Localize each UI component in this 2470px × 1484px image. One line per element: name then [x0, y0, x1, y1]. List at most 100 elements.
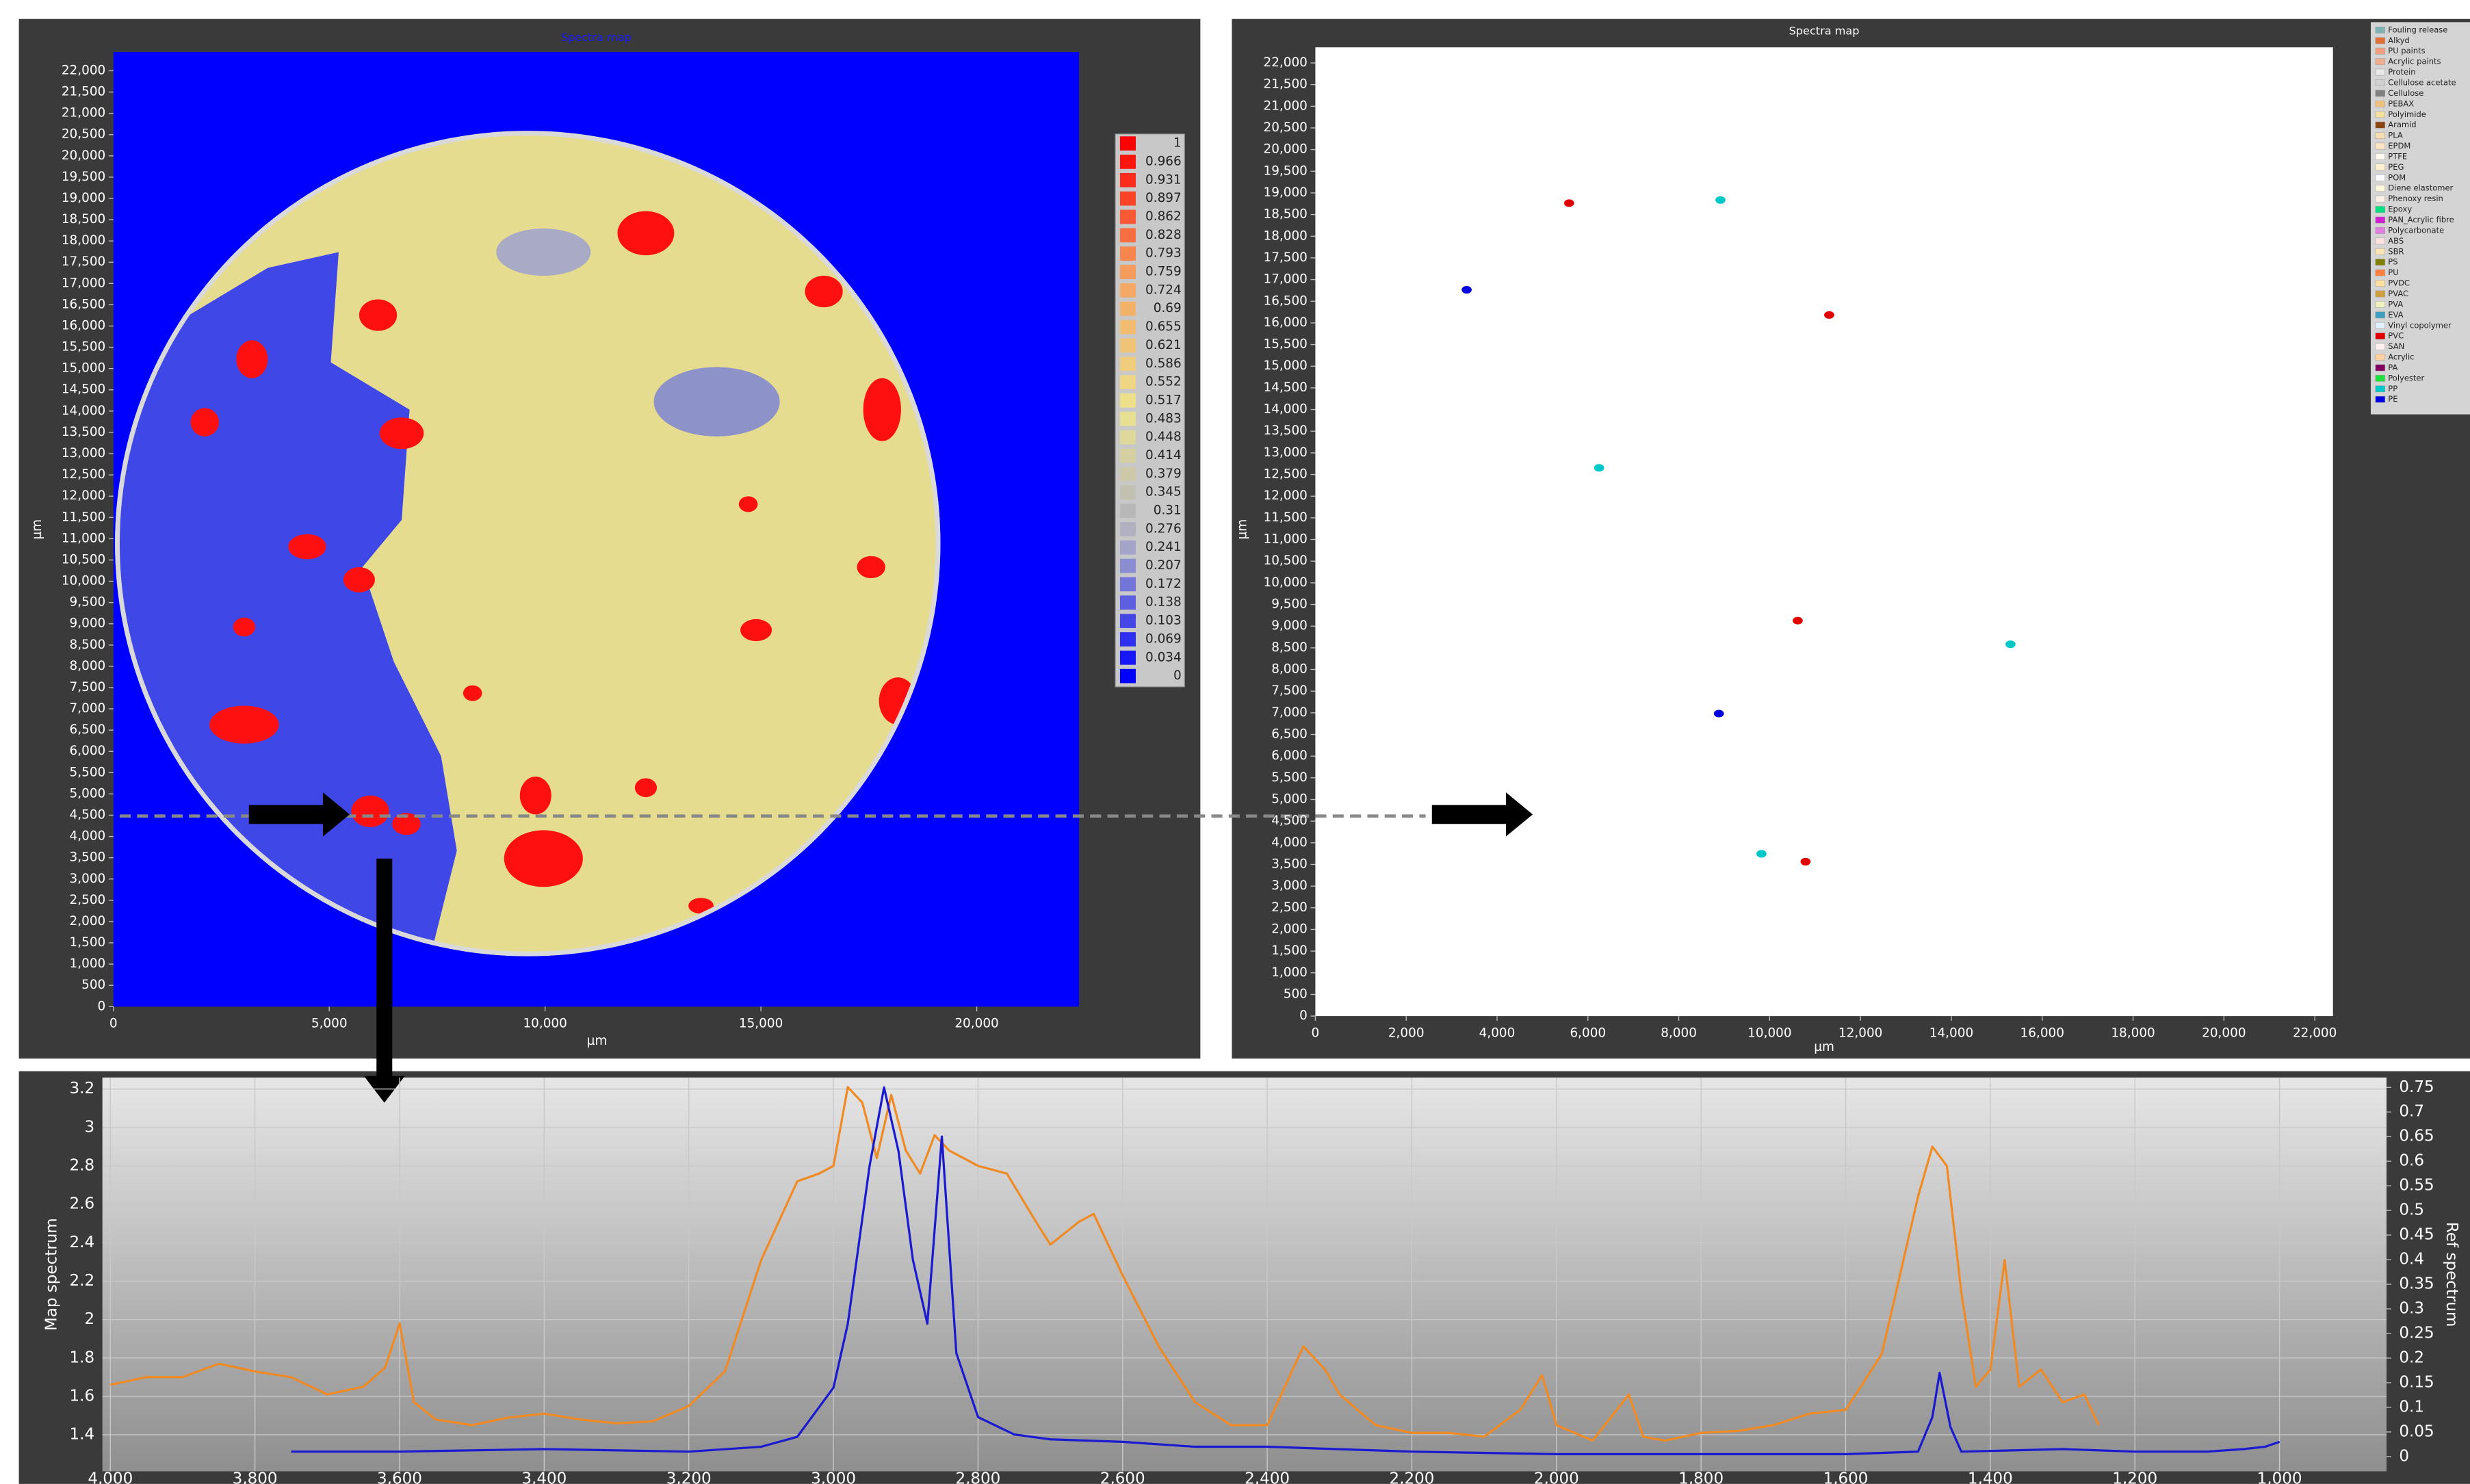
legend-label: Polyimide [2388, 109, 2426, 119]
legend-swatch [2376, 143, 2385, 149]
colorbar-label: 0.759 [1145, 265, 1182, 279]
y-tick-label: 1,500 [1271, 943, 1308, 958]
y-tick-label: 20,000 [62, 148, 105, 163]
x-tick-label: 1,200 [2112, 1470, 2157, 1484]
x-axis-label: µm [1814, 1040, 1834, 1054]
legend-swatch [2376, 301, 2385, 307]
y-tick-label: 19,500 [1263, 164, 1307, 178]
colorbar-swatch [1120, 651, 1136, 665]
x-tick-label: 0 [1312, 1026, 1320, 1040]
y-tick-label: 17,500 [62, 255, 105, 269]
legend-swatch [2376, 206, 2385, 212]
x-tick-label: 12,000 [1838, 1026, 1882, 1040]
y-tick-label: 18,000 [62, 233, 105, 248]
y-tick-label: 18,500 [62, 212, 105, 226]
legend-label: Cellulose [2388, 88, 2423, 98]
colorbar-label: 0.034 [1145, 650, 1182, 664]
x-tick-label: 6,000 [1570, 1026, 1606, 1040]
legend-swatch [2376, 227, 2385, 233]
y-tick-label: 2.4 [70, 1234, 95, 1251]
legend-label: PAN_Acrylic fibre [2388, 215, 2454, 224]
y-tick-label: 13,500 [62, 425, 105, 439]
y-tick-label: 5,500 [1271, 770, 1308, 785]
map-grey-patch [496, 229, 590, 276]
x-tick-label: 2,800 [955, 1470, 1000, 1484]
y2-tick-label: 0.6 [2399, 1152, 2424, 1170]
y-tick-label: 4,500 [70, 808, 106, 822]
x-tick-label: 1,600 [1823, 1470, 1869, 1484]
y-tick-label: 14,000 [62, 404, 105, 418]
legend-swatch [2376, 333, 2385, 339]
colorbar-label: 0.207 [1145, 558, 1182, 573]
colorbar-swatch [1120, 541, 1136, 555]
y2-tick-label: 0 [2399, 1447, 2409, 1465]
y-tick-label: 1.4 [70, 1426, 95, 1444]
x-tick-label: 3,600 [377, 1470, 422, 1484]
legend-swatch [2376, 322, 2385, 328]
chart-title: Spectra map [561, 31, 632, 44]
y-axis-label: µm [30, 519, 44, 540]
y-tick-label: 7,000 [1271, 705, 1308, 720]
y-tick-label: 9,000 [70, 616, 106, 631]
particle [1594, 464, 1604, 471]
y-tick-label: 0 [1299, 1008, 1308, 1023]
x-tick-label: 2,000 [1388, 1026, 1425, 1040]
particle [1715, 196, 1726, 204]
y-tick-label: 20,000 [1263, 142, 1307, 157]
y-tick-label: 11,500 [1263, 510, 1307, 525]
y-tick-label: 16,000 [62, 318, 105, 333]
colorbar-label: 0.966 [1145, 154, 1182, 168]
legend-swatch [2376, 312, 2385, 318]
colorbar-label: 1 [1173, 136, 1182, 151]
y2-axis-label: Ref spectrum [2443, 1222, 2460, 1327]
y-tick-label: 4,000 [70, 829, 106, 844]
y-tick-label: 2,500 [1271, 900, 1308, 915]
y-tick-label: 14,500 [1263, 380, 1307, 395]
legend-label: PVDC [2388, 278, 2410, 288]
legend-label: PE [2388, 394, 2397, 404]
legend-label: Aramid [2388, 120, 2416, 129]
page: {"chart_data": [ {"type": "heatmap", "ti… [0, 0, 2470, 1484]
legend-label: SAN [2388, 341, 2404, 351]
legend-swatch [2376, 69, 2385, 75]
y2-tick-label: 0.25 [2399, 1325, 2434, 1342]
colorbar-swatch [1120, 339, 1136, 353]
y2-tick-label: 0.3 [2399, 1300, 2424, 1318]
legend-swatch [2376, 48, 2385, 54]
y-tick-label: 13,500 [1263, 424, 1307, 438]
legend-swatch [2376, 270, 2385, 276]
y-tick-label: 13,000 [62, 446, 105, 460]
y-tick-label: 14,500 [62, 382, 105, 397]
y-tick-label: 0 [98, 999, 106, 1013]
y-tick-label: 10,000 [62, 574, 105, 588]
y-tick-label: 20,500 [1263, 120, 1307, 135]
legend-label: PP [2388, 384, 2397, 393]
legend-label: Fouling release [2388, 25, 2447, 34]
y-tick-label: 11,000 [62, 531, 105, 545]
y-tick-label: 18,500 [1263, 207, 1307, 222]
colorbar-swatch [1120, 449, 1136, 463]
x-tick-label: 2,200 [1390, 1470, 1435, 1484]
x-tick-label: 14,000 [1929, 1026, 1973, 1040]
legend-label: PEG [2388, 162, 2404, 172]
colorbar-label: 0.241 [1145, 540, 1182, 554]
colorbar-swatch [1120, 430, 1136, 445]
x-tick-label: 20,000 [954, 1017, 998, 1031]
legend-swatch [2376, 38, 2385, 44]
colorbar-label: 0.414 [1145, 448, 1182, 463]
colorbar-swatch [1120, 210, 1136, 224]
y-tick-label: 12,000 [1263, 489, 1307, 503]
colorbar-label: 0.483 [1145, 411, 1182, 426]
legend-label: Polyester [2388, 373, 2424, 382]
colorbar-label: 0.69 [1154, 301, 1182, 315]
x-tick-label: 5,000 [311, 1017, 348, 1031]
legend-swatch [2376, 343, 2385, 350]
legend-label: Acrylic [2388, 352, 2414, 362]
y-tick-label: 21,000 [1263, 99, 1307, 113]
y-axis-label: µm [1236, 519, 1250, 540]
legend-label: Vinyl copolymer [2388, 320, 2452, 330]
y-tick-label: 15,000 [1263, 359, 1307, 373]
x-tick-label: 22,000 [2293, 1026, 2337, 1040]
plot-background [1315, 47, 2332, 1016]
colorbar-label: 0.552 [1145, 375, 1182, 389]
